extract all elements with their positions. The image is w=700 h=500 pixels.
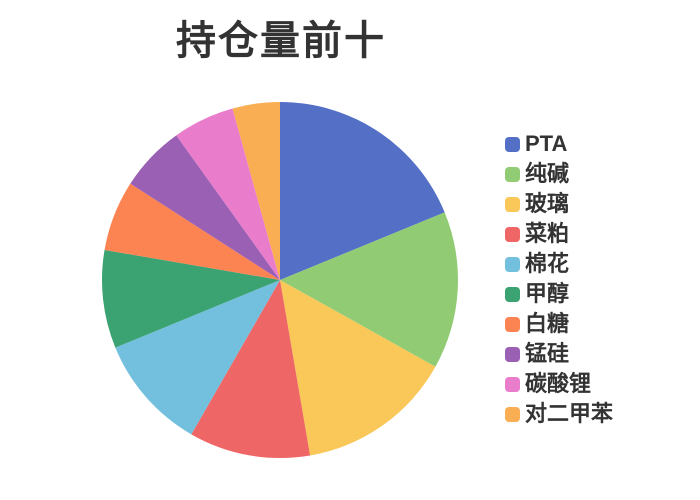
legend-item-玻璃[interactable]: 玻璃 xyxy=(505,189,613,219)
pie-slice-对二甲苯[interactable] xyxy=(232,102,280,280)
pie-slice-棉花[interactable] xyxy=(115,280,280,435)
legend-label: 锰硅 xyxy=(525,341,570,366)
legend: PTA 纯碱玻璃菜粕棉花甲醇白糖锰硅碳酸锂对二甲苯 xyxy=(505,129,613,429)
legend-marker-icon xyxy=(505,166,520,182)
legend-marker-icon xyxy=(505,406,520,422)
legend-label: 白糖 xyxy=(525,311,570,336)
legend-label: 菜粕 xyxy=(525,221,570,246)
legend-item-碳酸锂[interactable]: 碳酸锂 xyxy=(505,369,613,399)
legend-item-PTA[interactable]: PTA xyxy=(505,129,613,159)
pie-slice-纯碱[interactable] xyxy=(280,212,458,367)
legend-label: PTA xyxy=(525,131,568,156)
legend-item-对二甲苯[interactable]: 对二甲苯 xyxy=(505,399,613,429)
pie-slice-碳酸锂[interactable] xyxy=(176,108,280,281)
pie-slice-白糖[interactable] xyxy=(104,183,280,280)
legend-item-棉花[interactable]: 棉花 xyxy=(505,249,613,279)
pie-slice-玻璃[interactable] xyxy=(280,280,436,456)
legend-label: 玻璃 xyxy=(525,191,570,216)
legend-item-甲醇[interactable]: 甲醇 xyxy=(505,279,613,309)
legend-label: 棉花 xyxy=(525,251,570,276)
legend-item-菜粕[interactable]: 菜粕 xyxy=(505,219,613,249)
legend-marker-icon xyxy=(505,376,520,392)
legend-item-白糖[interactable]: 白糖 xyxy=(505,309,613,339)
pie-slice-菜粕[interactable] xyxy=(191,280,311,458)
legend-label: 对二甲苯 xyxy=(525,401,614,426)
chart-title: 持仓量前十 xyxy=(176,19,386,63)
pie-slice-PTA[interactable] xyxy=(280,102,445,280)
pie-slice-锰硅[interactable] xyxy=(130,135,280,280)
legend-marker-icon xyxy=(505,316,520,332)
legend-marker-icon xyxy=(505,286,520,302)
legend-item-纯碱[interactable]: 纯碱 xyxy=(505,159,613,189)
legend-marker-icon xyxy=(505,226,520,242)
legend-marker-icon xyxy=(505,346,520,362)
legend-label: 甲醇 xyxy=(525,281,570,306)
legend-label: 纯碱 xyxy=(525,161,570,186)
legend-label: 碳酸锂 xyxy=(525,371,592,396)
pie-slice-甲醇[interactable] xyxy=(102,249,280,348)
legend-marker-icon xyxy=(505,136,520,152)
legend-marker-icon xyxy=(505,256,520,272)
legend-item-锰硅[interactable]: 锰硅 xyxy=(505,339,613,369)
legend-marker-icon xyxy=(505,196,520,212)
